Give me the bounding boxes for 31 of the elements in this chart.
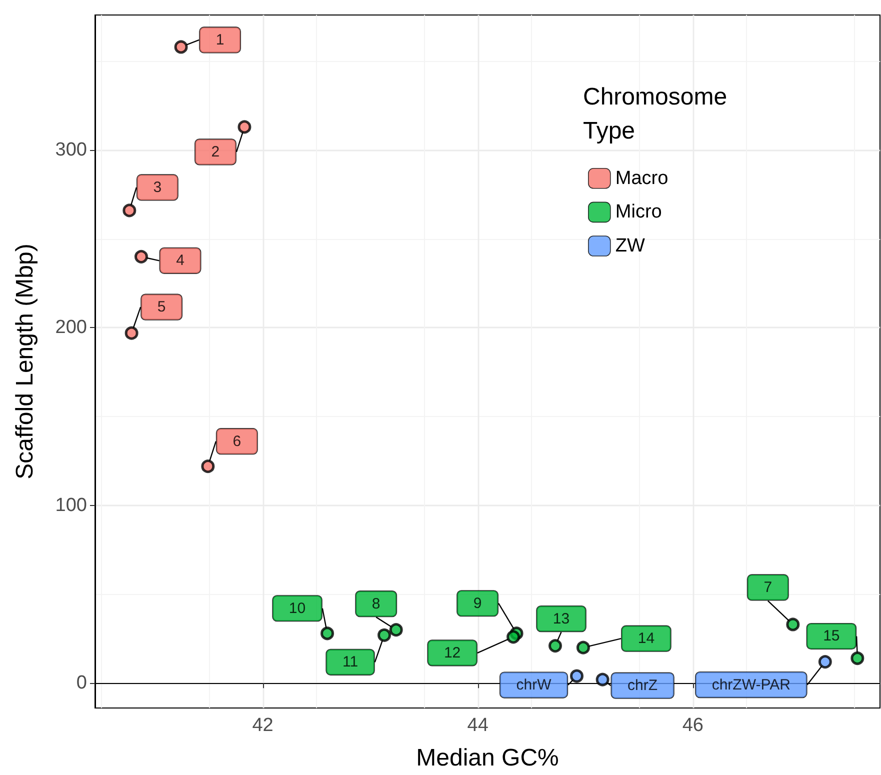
annotation: chrW xyxy=(516,676,552,694)
legend-title: Chromosome Type xyxy=(583,84,734,144)
annotation: 2 xyxy=(211,143,220,160)
annotation: 12 xyxy=(444,644,461,662)
annotation: 1 xyxy=(216,31,224,48)
annotation: chrZW-PAR xyxy=(712,676,791,694)
annotation: 10 xyxy=(288,600,306,617)
annotation: 14 xyxy=(638,630,655,648)
annotation: 15 xyxy=(823,628,840,645)
x-tick-label: 46 xyxy=(682,715,704,736)
annotation: 3 xyxy=(153,178,162,196)
annotation: 13 xyxy=(552,610,570,628)
legend-label: Micro xyxy=(615,202,662,223)
y-axis-title: Scaffold Length (Mbp) xyxy=(12,244,38,480)
legend-label: ZW xyxy=(615,236,646,256)
annotation: 8 xyxy=(372,595,380,612)
x-tick-label: 42 xyxy=(252,715,274,736)
annotation: 5 xyxy=(157,298,166,316)
y-tick-label: 100 xyxy=(55,494,87,516)
annotation: 6 xyxy=(232,432,242,450)
annotation: 4 xyxy=(176,252,184,270)
y-tick-label: 200 xyxy=(55,317,87,338)
annotation: 11 xyxy=(342,654,358,671)
x-axis-title: Median GC% xyxy=(416,744,559,772)
legend-label: Macro xyxy=(615,168,668,189)
annotation: chrZ xyxy=(628,677,658,694)
y-tick-label: 0 xyxy=(76,672,87,694)
annotation: 7 xyxy=(764,578,772,596)
x-tick-label: 44 xyxy=(467,715,489,736)
annotation: 9 xyxy=(473,594,482,612)
y-tick-label: 300 xyxy=(55,140,87,161)
